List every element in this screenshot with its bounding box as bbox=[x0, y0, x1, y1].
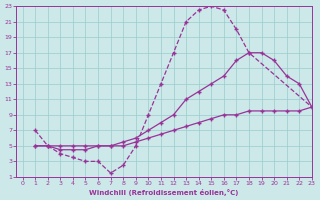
X-axis label: Windchill (Refroidissement éolien,°C): Windchill (Refroidissement éolien,°C) bbox=[89, 189, 239, 196]
